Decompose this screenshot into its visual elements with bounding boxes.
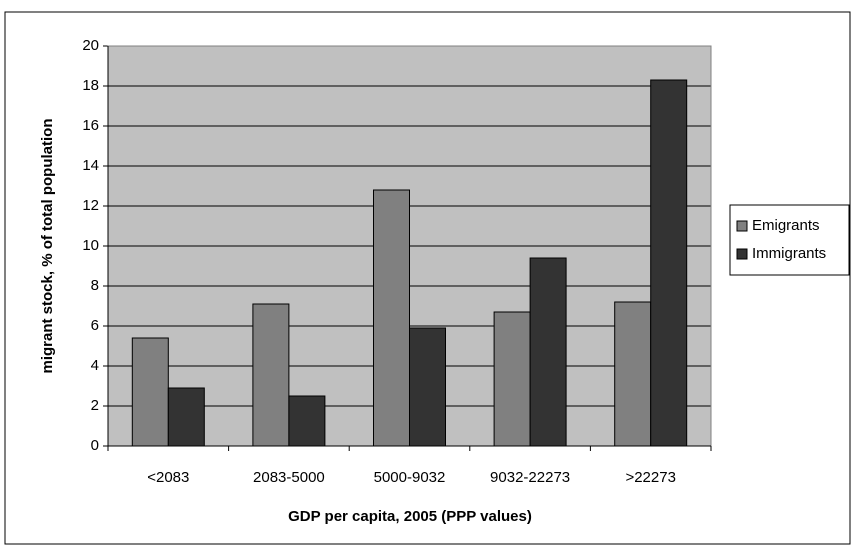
bar (288, 395, 326, 447)
x-tick-label: 5000-9032 (374, 469, 446, 486)
x-tick-label: 2083-5000 (253, 469, 325, 486)
legend-swatch (736, 248, 748, 260)
x-tick-label: 9032-22273 (490, 469, 570, 486)
y-tick-label: 12 (82, 197, 99, 214)
legend-label: Immigrants (752, 245, 826, 262)
x-tick-label: <2083 (147, 469, 189, 486)
legend-label: Emigrants (752, 217, 820, 234)
y-tick-label: 16 (82, 117, 99, 134)
y-tick-label: 14 (82, 157, 99, 174)
bar (252, 303, 290, 447)
y-tick-label: 18 (82, 77, 99, 94)
bar (529, 257, 567, 447)
x-tick-label: >22273 (625, 469, 675, 486)
bar (614, 301, 652, 447)
y-tick-label: 10 (82, 237, 99, 254)
y-tick-label: 6 (91, 317, 99, 334)
bar (131, 337, 169, 447)
bar (650, 79, 688, 447)
legend-box (729, 204, 850, 276)
bar (493, 311, 531, 447)
y-tick-label: 0 (91, 437, 99, 454)
y-tick-label: 20 (82, 37, 99, 54)
y-axis-title: migrant stock, % of total population (39, 119, 56, 374)
bar (409, 327, 446, 447)
bar (167, 387, 205, 447)
y-tick-label: 4 (91, 357, 99, 374)
legend-swatch (736, 220, 748, 232)
x-axis-title: GDP per capita, 2005 (PPP values) (288, 508, 532, 525)
bar (373, 189, 410, 447)
y-tick-label: 8 (91, 277, 99, 294)
y-tick-label: 2 (91, 397, 99, 414)
